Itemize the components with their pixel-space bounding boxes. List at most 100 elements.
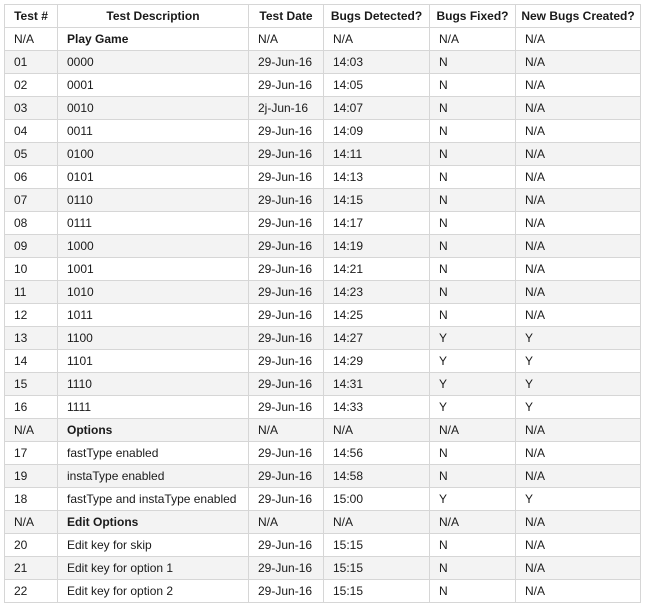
bugs-detected-cell: 14:33 bbox=[323, 395, 430, 419]
table-body: N/A Play Game N/A N/A N/A N/A 01 0000 29-Jun-16 1… bbox=[4, 27, 641, 603]
new-bugs-created-cell: Y bbox=[515, 349, 641, 373]
new-bugs-created-cell: N/A bbox=[515, 441, 641, 465]
test-date-cell: 29-Jun-16 bbox=[248, 395, 324, 419]
table-row: 16 1111 29-Jun-16 14:33 Y Y bbox=[4, 395, 641, 419]
test-number-cell: N/A bbox=[4, 27, 58, 51]
test-description-cell: 0011 bbox=[57, 119, 249, 143]
table-row: 15 1110 29-Jun-16 14:31 Y Y bbox=[4, 372, 641, 396]
table-row: 08 0111 29-Jun-16 14:17 N N/A bbox=[4, 211, 641, 235]
bugs-fixed-cell: N bbox=[429, 533, 516, 557]
bugs-detected-cell: 14:13 bbox=[323, 165, 430, 189]
bugs-fixed-cell: N bbox=[429, 257, 516, 281]
test-number-cell: 05 bbox=[4, 142, 58, 166]
test-date-cell: 29-Jun-16 bbox=[248, 165, 324, 189]
test-date-cell: 29-Jun-16 bbox=[248, 119, 324, 143]
new-bugs-created-cell: N/A bbox=[515, 142, 641, 166]
bugs-detected-cell: 15:15 bbox=[323, 533, 430, 557]
header-bugs-fixed: Bugs Fixed? bbox=[429, 4, 516, 28]
test-description-cell: Edit key for option 1 bbox=[57, 556, 249, 580]
new-bugs-created-cell: N/A bbox=[515, 464, 641, 488]
test-date-cell: 29-Jun-16 bbox=[248, 234, 324, 258]
bugs-fixed-cell: N bbox=[429, 73, 516, 97]
test-description-cell: 1010 bbox=[57, 280, 249, 304]
test-description-cell: instaType enabled bbox=[57, 464, 249, 488]
test-number-cell: N/A bbox=[4, 510, 58, 534]
table-row: 20 Edit key for skip 29-Jun-16 15:15 N N/A bbox=[4, 533, 641, 557]
bugs-detected-cell: 14:19 bbox=[323, 234, 430, 258]
test-date-cell: 29-Jun-16 bbox=[248, 349, 324, 373]
bugs-fixed-cell: N bbox=[429, 165, 516, 189]
table-row: 04 0011 29-Jun-16 14:09 N N/A bbox=[4, 119, 641, 143]
test-date-cell: 29-Jun-16 bbox=[248, 188, 324, 212]
new-bugs-created-cell: N/A bbox=[515, 188, 641, 212]
test-description-cell: 0001 bbox=[57, 73, 249, 97]
test-number-cell: 07 bbox=[4, 188, 58, 212]
test-date-cell: 29-Jun-16 bbox=[248, 326, 324, 350]
table-row: N/A Options N/A N/A N/A N/A bbox=[4, 418, 641, 442]
table-row: 19 instaType enabled 29-Jun-16 14:58 N N/A bbox=[4, 464, 641, 488]
test-description-cell: 0000 bbox=[57, 50, 249, 74]
test-date-cell: 29-Jun-16 bbox=[248, 579, 324, 603]
table-row: 11 1010 29-Jun-16 14:23 N N/A bbox=[4, 280, 641, 304]
test-date-cell: 29-Jun-16 bbox=[248, 556, 324, 580]
bugs-detected-cell: 14:21 bbox=[323, 257, 430, 281]
test-description-cell: 0101 bbox=[57, 165, 249, 189]
bugs-fixed-cell: N/A bbox=[429, 27, 516, 51]
test-description-cell: Play Game bbox=[57, 27, 249, 51]
new-bugs-created-cell: N/A bbox=[515, 579, 641, 603]
table-row: 10 1001 29-Jun-16 14:21 N N/A bbox=[4, 257, 641, 281]
test-description-cell: fastType enabled bbox=[57, 441, 249, 465]
test-number-cell: 18 bbox=[4, 487, 58, 511]
test-number-cell: 22 bbox=[4, 579, 58, 603]
bugs-detected-cell: 15:15 bbox=[323, 556, 430, 580]
test-description-cell: 0110 bbox=[57, 188, 249, 212]
test-date-cell: 29-Jun-16 bbox=[248, 303, 324, 327]
bugs-detected-cell: 14:11 bbox=[323, 142, 430, 166]
table-row: N/A Edit Options N/A N/A N/A N/A bbox=[4, 510, 641, 534]
bugs-detected-cell: 14:58 bbox=[323, 464, 430, 488]
new-bugs-created-cell: N/A bbox=[515, 533, 641, 557]
new-bugs-created-cell: N/A bbox=[515, 556, 641, 580]
test-log-table: Test # Test Description Test Date Bugs D… bbox=[4, 4, 641, 603]
bugs-detected-cell: N/A bbox=[323, 418, 430, 442]
test-number-cell: 14 bbox=[4, 349, 58, 373]
test-date-cell: N/A bbox=[248, 510, 324, 534]
bugs-fixed-cell: N bbox=[429, 234, 516, 258]
header-test-date: Test Date bbox=[248, 4, 324, 28]
test-number-cell: 01 bbox=[4, 50, 58, 74]
bugs-fixed-cell: N/A bbox=[429, 418, 516, 442]
test-date-cell: N/A bbox=[248, 27, 324, 51]
bugs-fixed-cell: N bbox=[429, 142, 516, 166]
new-bugs-created-cell: N/A bbox=[515, 119, 641, 143]
bugs-detected-cell: 14:07 bbox=[323, 96, 430, 120]
test-date-cell: 29-Jun-16 bbox=[248, 487, 324, 511]
test-description-cell: 1110 bbox=[57, 372, 249, 396]
test-date-cell: N/A bbox=[248, 418, 324, 442]
test-number-cell: 03 bbox=[4, 96, 58, 120]
table-row: 07 0110 29-Jun-16 14:15 N N/A bbox=[4, 188, 641, 212]
test-number-cell: 17 bbox=[4, 441, 58, 465]
bugs-fixed-cell: N bbox=[429, 50, 516, 74]
bugs-detected-cell: 14:25 bbox=[323, 303, 430, 327]
test-date-cell: 29-Jun-16 bbox=[248, 280, 324, 304]
new-bugs-created-cell: Y bbox=[515, 326, 641, 350]
bugs-fixed-cell: N/A bbox=[429, 510, 516, 534]
table-row: 09 1000 29-Jun-16 14:19 N N/A bbox=[4, 234, 641, 258]
new-bugs-created-cell: N/A bbox=[515, 510, 641, 534]
table-row: 05 0100 29-Jun-16 14:11 N N/A bbox=[4, 142, 641, 166]
bugs-fixed-cell: N bbox=[429, 211, 516, 235]
new-bugs-created-cell: Y bbox=[515, 372, 641, 396]
test-description-cell: Options bbox=[57, 418, 249, 442]
test-number-cell: 11 bbox=[4, 280, 58, 304]
test-date-cell: 29-Jun-16 bbox=[248, 257, 324, 281]
bugs-fixed-cell: N bbox=[429, 96, 516, 120]
bugs-fixed-cell: Y bbox=[429, 372, 516, 396]
bugs-detected-cell: 14:27 bbox=[323, 326, 430, 350]
table-row: 18 fastType and instaType enabled 29-Jun-1… bbox=[4, 487, 641, 511]
header-test-description: Test Description bbox=[57, 4, 249, 28]
test-number-cell: 21 bbox=[4, 556, 58, 580]
header-new-bugs-created: New Bugs Created? bbox=[515, 4, 641, 28]
bugs-detected-cell: 14:23 bbox=[323, 280, 430, 304]
bugs-fixed-cell: N bbox=[429, 280, 516, 304]
bugs-fixed-cell: N bbox=[429, 556, 516, 580]
